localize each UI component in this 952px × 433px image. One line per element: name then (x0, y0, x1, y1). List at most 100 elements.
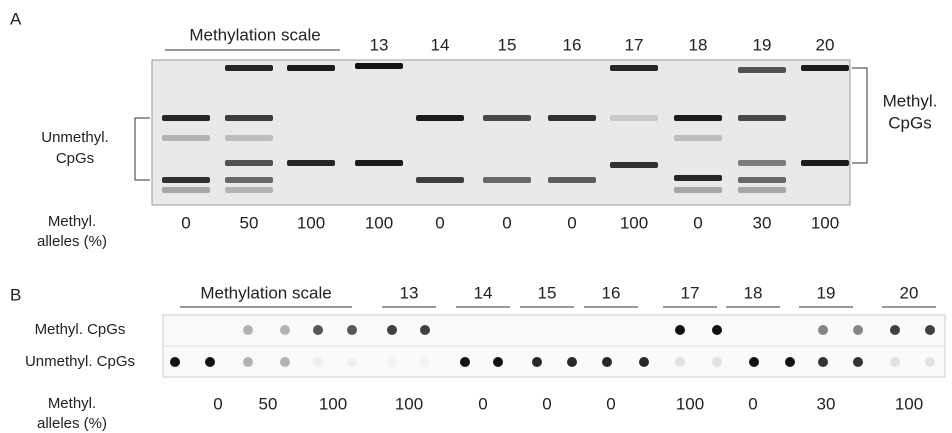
sample-label: 14 (431, 35, 450, 54)
dot (712, 325, 722, 335)
band (162, 177, 210, 183)
panel-label: A (10, 9, 22, 28)
percentage: 0 (542, 394, 551, 413)
band (483, 177, 531, 183)
row-title: Methyl. (48, 395, 96, 412)
sample-label: 14 (474, 283, 493, 302)
band (610, 115, 658, 121)
dot (818, 325, 828, 335)
band (674, 187, 722, 193)
sample-label: 15 (538, 283, 557, 302)
band (738, 67, 786, 73)
sample-label: 19 (817, 283, 836, 302)
percentage: 100 (811, 213, 839, 232)
sample-label: 18 (744, 283, 763, 302)
sample-label: 17 (681, 283, 700, 302)
band (738, 177, 786, 183)
percentage: 0 (213, 394, 222, 413)
percentage: 100 (395, 394, 423, 413)
band (225, 187, 273, 193)
dot (675, 357, 685, 367)
percentage: 100 (895, 394, 923, 413)
band (416, 177, 464, 183)
percentage: 30 (753, 213, 772, 232)
band (738, 160, 786, 166)
band (162, 115, 210, 121)
band (738, 187, 786, 193)
dot (313, 325, 323, 335)
band (162, 135, 210, 141)
dot (347, 325, 357, 335)
dot (170, 357, 180, 367)
dot (280, 325, 290, 335)
percentage: 50 (240, 213, 259, 232)
scale-title: Methylation scale (200, 283, 331, 302)
dot (313, 357, 323, 367)
band (610, 162, 658, 168)
band (355, 63, 403, 69)
bracket-label: CpGs (56, 150, 94, 167)
sample-label: 15 (498, 35, 517, 54)
percentage: 50 (259, 394, 278, 413)
dot (387, 325, 397, 335)
scale-title: Methylation scale (189, 25, 320, 44)
band (738, 115, 786, 121)
dot (785, 357, 795, 367)
sample-label: 16 (602, 283, 621, 302)
band (548, 177, 596, 183)
percentage: 0 (502, 213, 511, 232)
band (225, 65, 273, 71)
sample-label: 13 (370, 35, 389, 54)
bracket-label: Methyl. (883, 91, 938, 110)
percentage: 100 (297, 213, 325, 232)
dot (639, 357, 649, 367)
dot (890, 325, 900, 335)
band (225, 115, 273, 121)
percentage: 0 (567, 213, 576, 232)
row-title: Methyl. (48, 213, 96, 230)
sample-label: 19 (753, 35, 772, 54)
dot (925, 357, 935, 367)
row-label: Unmethyl. CpGs (25, 353, 135, 370)
dot (280, 357, 290, 367)
percentage: 0 (181, 213, 190, 232)
band (801, 160, 849, 166)
dot (493, 357, 503, 367)
band (674, 135, 722, 141)
percentage: 0 (748, 394, 757, 413)
panel-label: B (10, 285, 21, 304)
band (483, 115, 531, 121)
dot (460, 357, 470, 367)
band (162, 187, 210, 193)
bracket (134, 117, 150, 181)
sample-label: 20 (816, 35, 835, 54)
dot (205, 357, 215, 367)
percentage: 0 (478, 394, 487, 413)
dot (532, 357, 542, 367)
dot (602, 357, 612, 367)
percentage: 30 (817, 394, 836, 413)
percentage: 100 (620, 213, 648, 232)
sample-label: 16 (563, 35, 582, 54)
dot (387, 357, 397, 367)
dot (818, 357, 828, 367)
dot (243, 357, 253, 367)
band (225, 160, 273, 166)
dot (749, 357, 759, 367)
band (416, 115, 464, 121)
sample-label: 17 (625, 35, 644, 54)
gel (151, 59, 851, 206)
band (287, 160, 335, 166)
dot (347, 357, 357, 367)
row-title: alleles (%) (37, 415, 107, 432)
row-title: alleles (%) (37, 233, 107, 250)
band (225, 177, 273, 183)
dot (853, 357, 863, 367)
dot (420, 325, 430, 335)
dot (243, 325, 253, 335)
sample-label: 20 (900, 283, 919, 302)
percentage: 100 (365, 213, 393, 232)
dot (675, 325, 685, 335)
band (610, 65, 658, 71)
percentage: 0 (435, 213, 444, 232)
